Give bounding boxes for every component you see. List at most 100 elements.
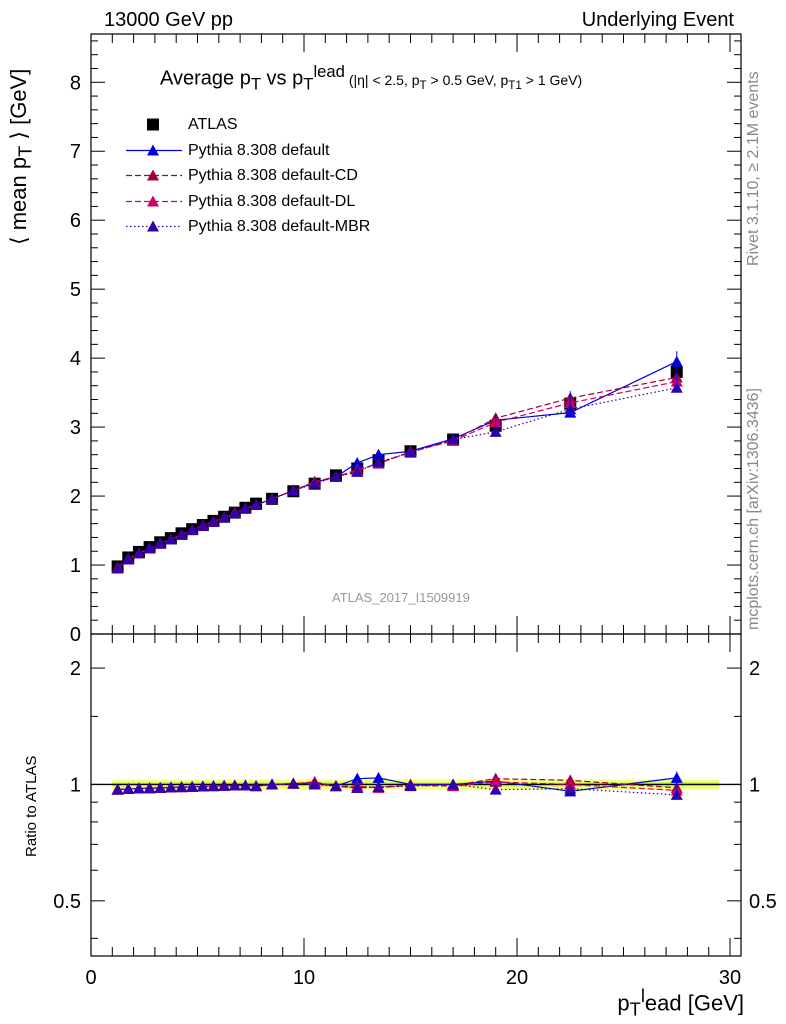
ratio-data-point: [329, 780, 342, 792]
data-point: [351, 465, 364, 477]
legend-entry: Pythia 8.308 default: [118, 138, 370, 164]
data-point: [196, 519, 209, 531]
title-cuts: (|η| < 2.5, p: [344, 71, 420, 88]
ratio-data-point: [489, 775, 502, 787]
legend-marker: [147, 195, 159, 206]
xlabel-sub: T: [629, 998, 641, 1020]
series-pythia-8-308-default: [111, 355, 683, 574]
x-tick-label: 20: [506, 967, 528, 989]
title-vs-sub: T: [303, 74, 314, 94]
ratio-data-point: [154, 781, 167, 793]
legend: ATLAS Pythia 8.308 default Pythia 8.308 …: [118, 112, 370, 240]
title-cuts-end: > 1 GeV): [521, 71, 583, 88]
ratio-data-point: [351, 772, 364, 784]
legend-entry: Pythia 8.308 default-MBR: [118, 214, 370, 240]
legend-label: Pythia 8.308 default-CD: [188, 167, 358, 184]
legend-entry: ATLAS: [118, 112, 370, 138]
x-tick-label: 30: [719, 967, 741, 989]
title-main-sub: T: [250, 74, 261, 94]
legend-marker: [147, 220, 159, 232]
y-tick-label: 0: [70, 624, 81, 646]
ratio-data-point: [489, 783, 502, 795]
y-tick-label: 2: [749, 658, 760, 680]
ratio-data-point: [196, 780, 209, 792]
y-tick-label: 1: [70, 555, 81, 577]
series-pythia-8-308-default-mbr: [111, 381, 683, 574]
ratio-data-point: [447, 778, 460, 790]
y-tick-label: 7: [70, 141, 81, 163]
y-tick-label: 1: [70, 774, 81, 796]
y-tick-label: 0.5: [749, 891, 777, 913]
legend-label: Pythia 8.308 default: [188, 141, 330, 159]
header-collision: 13000 GeV pp: [104, 9, 233, 31]
data-point: [186, 523, 199, 535]
data-point: [164, 533, 177, 545]
ratio-data-point: [207, 780, 220, 792]
ratio-data-point: [228, 779, 241, 791]
xlabel-end: ead [GeV]: [644, 990, 744, 1016]
xlabel-sup: l: [640, 985, 645, 1006]
y-axis-label-ratio: Ratio to ATLAS: [23, 755, 40, 857]
series-line: [117, 376, 677, 569]
ylabel-main-sub: T: [14, 145, 36, 157]
data-point: [266, 492, 279, 504]
ratio-data-point: [266, 778, 279, 790]
series-line: [117, 387, 677, 569]
y-tick-label: 0.5: [53, 891, 81, 913]
y-tick-label: 8: [70, 72, 81, 94]
ratio-data-point: [164, 781, 177, 793]
legend-marker: [147, 144, 159, 155]
ratio-data-point: [186, 780, 199, 792]
legend-symbol: [126, 195, 182, 206]
series-pythia-8-308-default-cd: [111, 371, 683, 573]
title-vs: vs p: [261, 67, 304, 90]
rivet-version-label: Rivet 3.1.10, ≥ 2.1M events: [745, 71, 762, 266]
ratio-data-point: [287, 777, 300, 789]
data-point: [175, 528, 188, 540]
legend-label: Pythia 8.308 default-MBR: [188, 218, 371, 235]
y-tick-label: 1: [749, 774, 760, 796]
ratio-data-point: [372, 780, 385, 792]
y-tick-label: 2: [70, 658, 81, 680]
data-point: [132, 547, 145, 559]
series-line: [117, 380, 677, 569]
ratio-frame: [90, 633, 742, 957]
y-tick-label: 2: [70, 486, 81, 508]
data-point: [228, 507, 241, 519]
header-analysis: Underlying Event: [581, 9, 734, 31]
title-cuts-mid: > 0.5 GeV, p: [426, 71, 509, 88]
data-point: [447, 433, 460, 445]
legend-symbol: [126, 220, 182, 232]
y-tick-label: 5: [70, 279, 81, 301]
data-point: [111, 562, 124, 574]
y-tick-label: 4: [70, 348, 81, 370]
ratio-data-point: [218, 779, 231, 791]
ratio-data-point: [175, 781, 188, 793]
data-point: [372, 456, 385, 468]
data-point: [218, 511, 231, 523]
legend-symbol: [126, 144, 182, 155]
title-cuts-sub2: T1: [508, 78, 522, 92]
data-point: [143, 542, 156, 554]
legend-entry: Pythia 8.308 default-DL: [118, 189, 370, 215]
data-point: [372, 448, 385, 460]
ratio-data-point: [239, 779, 252, 791]
legend-marker: [147, 118, 159, 131]
legend-marker: [147, 169, 159, 181]
data-point: [404, 446, 417, 458]
data-point: [207, 515, 220, 527]
ratio-data-point: [111, 783, 124, 795]
legend-label: ATLAS: [188, 116, 238, 133]
x-tick-label: 0: [85, 967, 96, 989]
main-panel: 0 1 2 3 4 5 6 7 8: [70, 33, 742, 646]
x-axis-label: pTlead [GeV]: [617, 985, 744, 1021]
data-point: [154, 537, 167, 549]
analysis-watermark: ATLAS_2017_I1509919: [332, 590, 470, 605]
ratio-data-point: [132, 782, 145, 794]
series-atlas: [111, 365, 683, 573]
legend-symbol: [147, 118, 159, 131]
ratio-panel: 0.5 0.51 12 20 10 20 30: [53, 633, 777, 989]
y-tick-label: 6: [70, 210, 81, 232]
title-cuts-sub1: T: [419, 78, 427, 92]
